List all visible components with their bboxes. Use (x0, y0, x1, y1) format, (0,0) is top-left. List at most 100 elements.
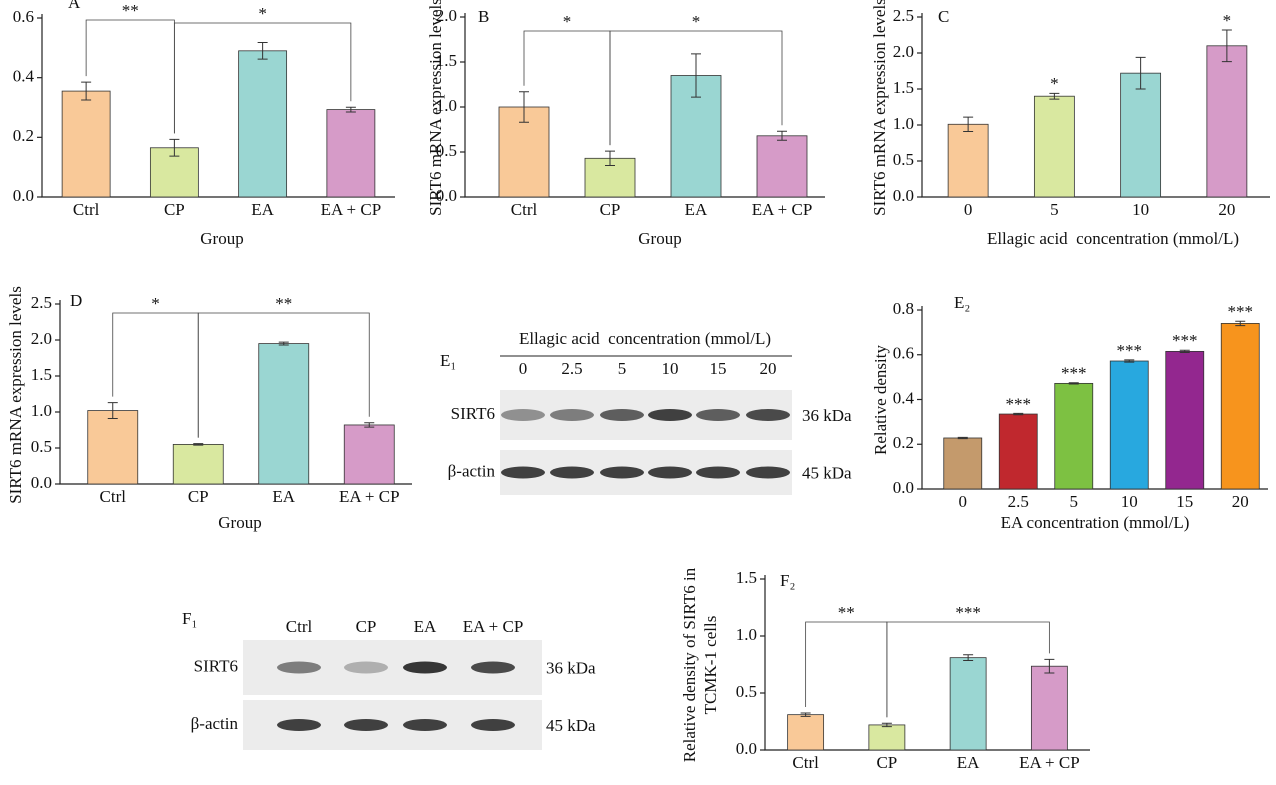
y-tick-label: 1.5 (893, 78, 914, 97)
bar (238, 50, 288, 198)
bar (343, 424, 395, 485)
bar (998, 413, 1038, 490)
blot-band (403, 661, 447, 674)
x-tick-label: EA + CP (321, 200, 382, 219)
x-tick-label: EA (251, 200, 274, 219)
error-bar (81, 81, 92, 101)
blot-band (600, 409, 644, 421)
error-bar (963, 116, 974, 132)
error-bar (1044, 658, 1055, 674)
y-tick-label: 0.5 (893, 150, 914, 169)
significance-label: * (692, 12, 701, 31)
y-tick-label: 0.6 (893, 344, 914, 363)
y-tick-label: 2.0 (436, 6, 457, 25)
x-tick-label: EA + CP (752, 200, 813, 219)
bar (947, 123, 989, 198)
lane-label: Ctrl (286, 617, 313, 636)
y-tick-label: 0.5 (31, 437, 52, 456)
panel-label: E₂ (954, 293, 970, 312)
x-tick-label: EA (272, 487, 295, 506)
x-tick-label: 0 (964, 200, 973, 219)
blot-header: Ellagic acid concentration (mmol/L) (519, 329, 771, 348)
bar (943, 437, 983, 490)
error-bar (1179, 349, 1190, 354)
x-tick-label: 10 (1132, 200, 1149, 219)
error-bar (957, 436, 968, 440)
x-tick-label: Ctrl (100, 487, 127, 506)
bar (756, 135, 808, 198)
x-tick-label: EA (685, 200, 708, 219)
significance-label: * (1050, 74, 1059, 93)
blot-band (344, 661, 388, 674)
x-tick-label: 5 (1070, 492, 1079, 511)
bar (1120, 72, 1162, 198)
lane-label: EA + CP (463, 617, 524, 636)
x-axis-title: Group (200, 229, 243, 248)
error-bar (519, 91, 529, 123)
error-bar (278, 341, 289, 346)
y-tick-label: 0.2 (893, 433, 914, 452)
row-size: 45 kDa (546, 716, 596, 735)
blot-band (648, 409, 692, 421)
panel-label: D (70, 291, 82, 310)
significance-label: * (1223, 11, 1232, 30)
y-tick-label: 0.5 (736, 682, 757, 701)
significance-bracket (886, 621, 1050, 718)
y-tick-label: 0.0 (736, 739, 757, 758)
bar (1165, 350, 1205, 490)
y-tick-label: 2.0 (31, 329, 52, 348)
error-bar (691, 53, 701, 98)
x-tick-label: Ctrl (792, 753, 819, 772)
y-tick-label: 0.0 (13, 186, 34, 205)
lane-label: 20 (760, 359, 777, 378)
error-bar (107, 402, 118, 419)
x-axis-title: Group (638, 229, 681, 248)
y-tick-label: 0.5 (436, 141, 457, 160)
significance-label: *** (1061, 364, 1087, 383)
bar (1030, 665, 1068, 751)
significance-bracket (197, 312, 370, 438)
significance-bracket (173, 22, 352, 134)
x-tick-label: CP (876, 753, 897, 772)
significance-label: ** (838, 603, 855, 622)
significance-bracket (805, 621, 888, 718)
y-tick-label: 1.0 (893, 114, 914, 133)
lane-label: 5 (618, 359, 627, 378)
y-axis-title: SIRT6 mRNA expression levels (870, 0, 889, 216)
bar (1033, 95, 1075, 198)
blot-band (600, 466, 644, 479)
error-bar (345, 106, 356, 113)
error-bar (1235, 320, 1246, 327)
x-tick-label: CP (164, 200, 185, 219)
y-tick-label: 2.5 (31, 293, 52, 312)
y-tick-label: 0.8 (893, 299, 914, 318)
x-tick-label: Ctrl (511, 200, 538, 219)
significance-label: *** (955, 603, 981, 622)
bar (1109, 360, 1149, 490)
y-tick-label: 0.0 (436, 186, 457, 205)
error-bar (1221, 29, 1232, 63)
y-tick-label: 0.0 (31, 473, 52, 492)
blot-band (344, 719, 388, 731)
y-axis-title: Relative density of SIRT6 in (680, 567, 699, 762)
significance-bracket (609, 30, 783, 146)
blot-band (501, 466, 545, 479)
bar (172, 443, 224, 485)
y-tick-label: 0.4 (893, 388, 915, 407)
error-bar (1013, 412, 1024, 416)
blot-band (277, 661, 321, 674)
lane-label: 15 (710, 359, 727, 378)
bar (787, 714, 825, 751)
x-tick-label: CP (600, 200, 621, 219)
blot-band (648, 466, 692, 479)
lane-label: 10 (662, 359, 679, 378)
blot-strip (500, 450, 792, 495)
significance-label: * (151, 294, 160, 313)
y-axis-title: TCMK-1 cells (701, 616, 720, 715)
error-bar (963, 654, 974, 662)
error-bar (193, 443, 204, 446)
significance-label: ** (122, 1, 139, 20)
blot-band (403, 719, 447, 731)
significance-label: ** (275, 294, 292, 313)
